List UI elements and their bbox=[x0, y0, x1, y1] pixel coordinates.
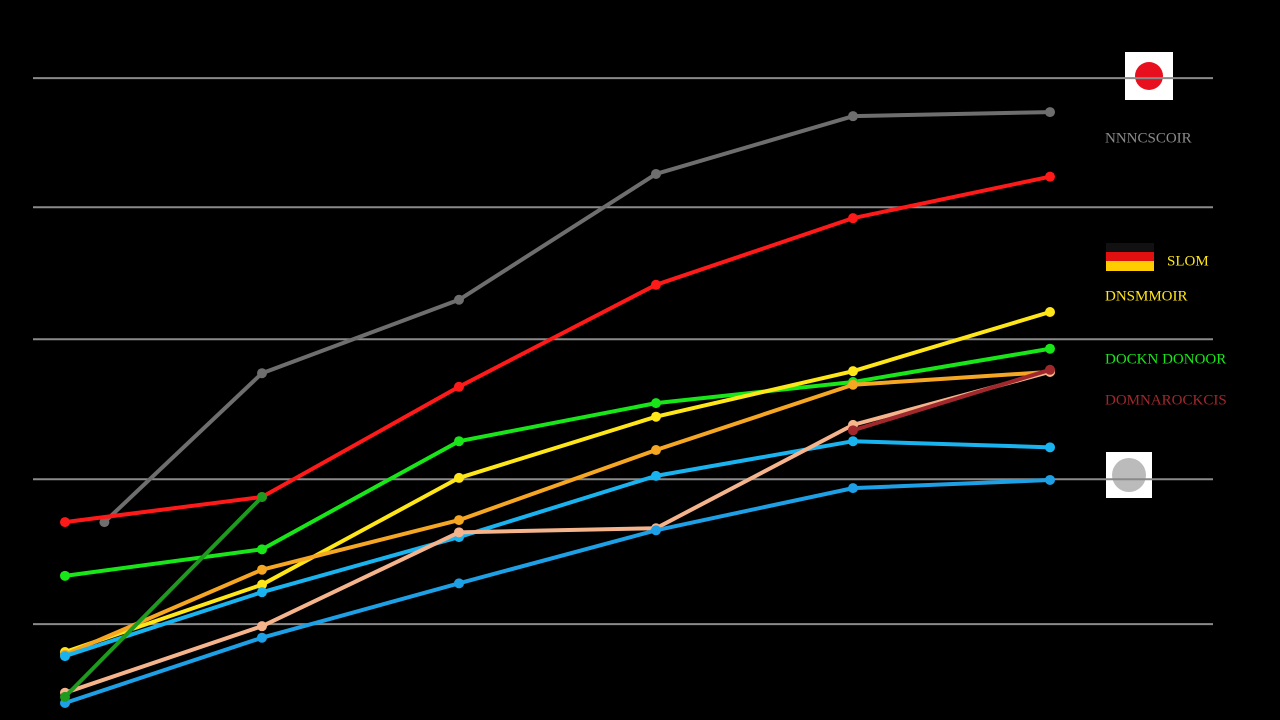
series-line bbox=[64, 310, 1051, 654]
legend-label: SLOM bbox=[1167, 253, 1209, 269]
data-point bbox=[60, 517, 70, 528]
data-point bbox=[848, 436, 858, 447]
data-point bbox=[60, 691, 70, 702]
data-point bbox=[60, 651, 70, 662]
flag-stripe bbox=[1106, 261, 1154, 271]
data-point bbox=[99, 517, 110, 528]
data-point bbox=[257, 632, 267, 643]
series-line bbox=[64, 439, 1051, 658]
data-point bbox=[651, 398, 661, 409]
data-point bbox=[848, 483, 858, 494]
data-point bbox=[454, 515, 464, 526]
data-point bbox=[1045, 171, 1055, 182]
legend-label: NNNCSCOIR bbox=[1105, 130, 1192, 146]
data-point bbox=[257, 368, 267, 379]
series-line bbox=[63, 495, 264, 699]
data-point bbox=[651, 470, 661, 481]
data-point bbox=[1045, 474, 1055, 485]
series-line bbox=[64, 477, 1051, 705]
data-point bbox=[257, 564, 267, 575]
data-point bbox=[651, 445, 661, 456]
icon-disc bbox=[1112, 458, 1146, 492]
data-point bbox=[1045, 343, 1055, 354]
data-point bbox=[1045, 307, 1055, 317]
data-point bbox=[651, 279, 661, 290]
data-point bbox=[848, 366, 858, 377]
data-point bbox=[651, 411, 661, 422]
series-line bbox=[64, 369, 1051, 657]
data-point bbox=[454, 578, 464, 589]
data-point bbox=[1045, 442, 1055, 453]
data-point bbox=[848, 379, 858, 390]
data-point bbox=[651, 525, 661, 536]
data-point bbox=[848, 425, 858, 436]
data-point bbox=[1045, 364, 1055, 375]
data-point bbox=[257, 491, 267, 502]
series-line bbox=[103, 110, 1051, 524]
data-point bbox=[257, 544, 267, 555]
data-point bbox=[848, 213, 858, 224]
series-line bbox=[64, 346, 1051, 578]
flag-stripe bbox=[1106, 252, 1154, 261]
legend-label: DOCKN DONOOR bbox=[1105, 351, 1226, 367]
legend-label: DNSMMOIR bbox=[1105, 288, 1188, 304]
data-point bbox=[60, 570, 70, 581]
data-point bbox=[257, 621, 267, 632]
data-point bbox=[454, 472, 464, 483]
data-point bbox=[454, 381, 464, 392]
series-line bbox=[64, 369, 1051, 695]
data-point bbox=[848, 111, 858, 122]
data-point bbox=[1045, 107, 1055, 118]
data-point bbox=[257, 587, 267, 598]
round-icon bbox=[1106, 452, 1152, 498]
data-point bbox=[454, 436, 464, 447]
data-point bbox=[454, 294, 464, 305]
legend-label: DOMNAROCKCIS bbox=[1105, 392, 1227, 408]
series-line bbox=[852, 367, 1051, 433]
flag-stripe bbox=[1106, 243, 1154, 252]
data-point bbox=[257, 579, 267, 590]
data-point bbox=[651, 168, 661, 179]
flag-disc bbox=[1135, 62, 1163, 90]
japan-flag bbox=[1125, 52, 1173, 100]
data-point bbox=[454, 527, 464, 538]
germany-flag bbox=[1106, 243, 1154, 271]
series-line bbox=[64, 174, 1051, 525]
